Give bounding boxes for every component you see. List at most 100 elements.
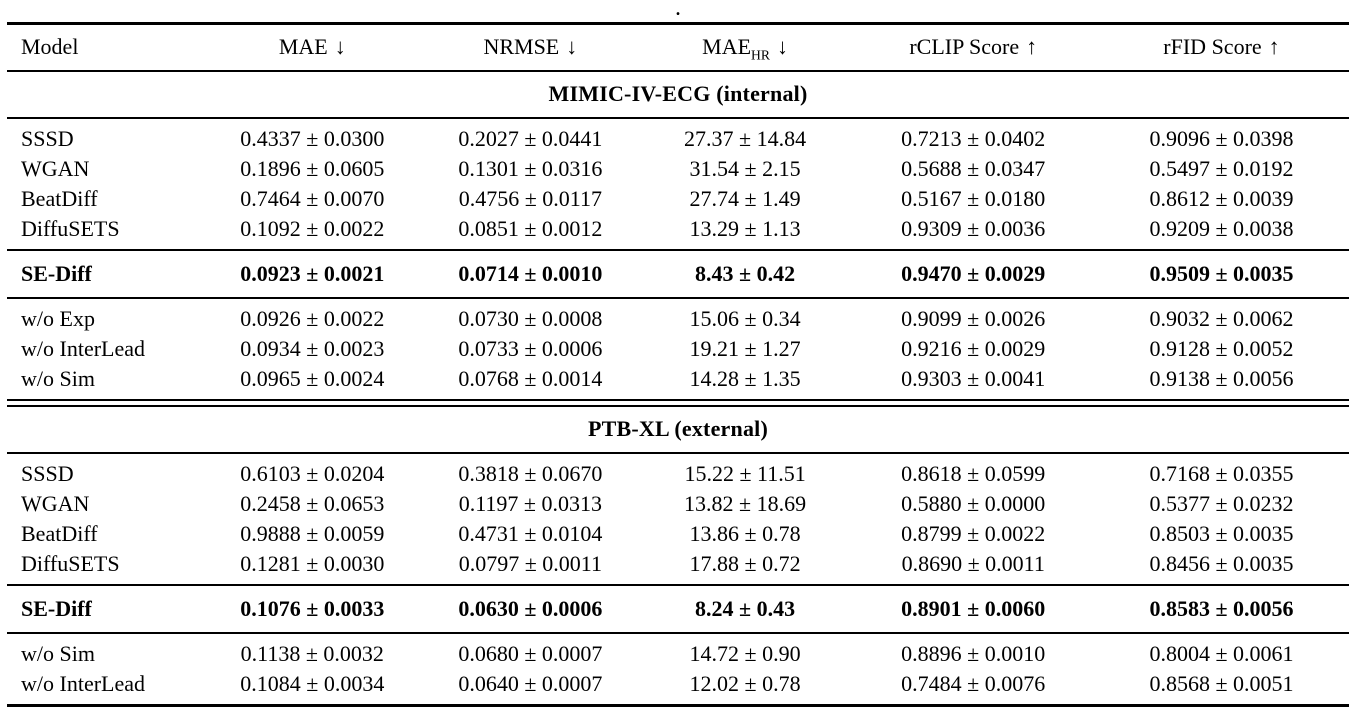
model-cell: BeatDiff [21, 521, 98, 546]
header-row: Model MAE ↓ NRMSE ↓ MAEHR ↓ rCLIP Score ↑ rF… [7, 23, 1349, 72]
rfid-cell: 0.9209 ± 0.0038 [1149, 216, 1294, 241]
row-mimic-diffusets: DiffuSETS 0.1092 ± 0.0022 0.0851 ± 0.001… [7, 214, 1349, 250]
rclip-cell: 0.9303 ± 0.0041 [901, 366, 1046, 391]
nrmse-cell: 0.0680 ± 0.0007 [458, 641, 603, 666]
model-cell: SE-Diff [7, 249, 202, 299]
mae-cell: 0.1281 ± 0.0030 [240, 551, 385, 576]
nrmse-cell: 0.0630 ± 0.0006 [423, 584, 638, 634]
rfid-cell: 0.5377 ± 0.0232 [1149, 491, 1294, 516]
nrmse-header-label: NRMSE [483, 34, 560, 59]
rclip-cell: 0.5688 ± 0.0347 [901, 156, 1046, 181]
row-ptbxl-wo-interlead: w/o InterLead 0.1084 ± 0.0034 0.0640 ± 0… [7, 669, 1349, 706]
nrmse-cell: 0.1197 ± 0.0313 [458, 491, 602, 516]
nrmse-cell: 0.4756 ± 0.0117 [458, 186, 602, 211]
nrmse-cell: 0.0733 ± 0.0006 [458, 336, 603, 361]
rfid-cell: 0.8004 ± 0.0061 [1149, 641, 1294, 666]
rclip-cell: 0.7484 ± 0.0076 [901, 671, 1046, 696]
rfid-cell: 0.8612 ± 0.0039 [1149, 186, 1294, 211]
rclip-cell: 0.8618 ± 0.0599 [901, 461, 1046, 486]
rfid-cell: 0.9509 ± 0.0035 [1093, 249, 1349, 299]
down-arrow-icon: ↓ [334, 34, 346, 59]
row-mimic-wo-interlead: w/o InterLead 0.0934 ± 0.0023 0.0733 ± 0… [7, 334, 1349, 364]
down-arrow-icon: ↓ [776, 34, 788, 59]
rclip-cell: 0.5880 ± 0.0000 [901, 491, 1046, 516]
mae-hr-cell: 8.24 ± 0.43 [637, 584, 853, 634]
mae-cell: 0.7464 ± 0.0070 [240, 186, 385, 211]
mae-cell: 0.4337 ± 0.0300 [240, 126, 385, 151]
rfid-cell: 0.8568 ± 0.0051 [1149, 671, 1294, 696]
nrmse-cell: 0.0714 ± 0.0010 [423, 249, 638, 299]
mae-hr-cell: 19.21 ± 1.27 [689, 336, 801, 361]
rfid-cell: 0.8456 ± 0.0035 [1149, 551, 1294, 576]
nrmse-cell: 0.1301 ± 0.0316 [458, 156, 603, 181]
mae-cell: 0.0923 ± 0.0021 [201, 249, 423, 299]
col-header-mae: MAE ↓ [201, 23, 423, 72]
mae-cell: 0.0926 ± 0.0022 [240, 306, 385, 331]
mae-cell: 0.0965 ± 0.0024 [240, 366, 385, 391]
mae-hr-cell: 31.54 ± 2.15 [689, 156, 801, 181]
rclip-cell: 0.8799 ± 0.0022 [901, 521, 1046, 546]
row-ptbxl-wgan: WGAN 0.2458 ± 0.0653 0.1197 ± 0.0313 13.… [7, 489, 1349, 519]
mae-hr-cell: 27.74 ± 1.49 [689, 186, 801, 211]
results-table: Model MAE ↓ NRMSE ↓ MAEHR ↓ rCLIP Score ↑ rF… [7, 22, 1349, 707]
rfid-cell: 0.7168 ± 0.0355 [1149, 461, 1294, 486]
mae-hr-cell: 14.28 ± 1.35 [689, 366, 801, 391]
model-cell: BeatDiff [21, 186, 98, 211]
col-header-rclip: rCLIP Score ↑ [852, 23, 1094, 72]
model-cell: DiffuSETS [21, 551, 120, 576]
mae-hr-subscript: HR [751, 47, 770, 63]
row-mimic-sediff: SE-Diff 0.0923 ± 0.0021 0.0714 ± 0.0010 … [7, 249, 1349, 299]
mae-cell: 0.1896 ± 0.0605 [240, 156, 385, 181]
row-ptbxl-beatdiff: BeatDiff 0.9888 ± 0.0059 0.4731 ± 0.0104… [7, 519, 1349, 549]
rclip-cell: 0.8896 ± 0.0010 [901, 641, 1046, 666]
col-header-rfid: rFID Score ↑ [1093, 23, 1349, 72]
section-title-text: MIMIC-IV-ECG (internal) [7, 71, 1349, 119]
row-ptbxl-wo-sim: w/o Sim 0.1138 ± 0.0032 0.0680 ± 0.0007 … [7, 633, 1349, 669]
row-ptbxl-diffusets: DiffuSETS 0.1281 ± 0.0030 0.0797 ± 0.001… [7, 549, 1349, 585]
model-cell: w/o InterLead [21, 336, 145, 361]
nrmse-cell: 0.2027 ± 0.0441 [458, 126, 603, 151]
nrmse-cell: 0.0768 ± 0.0014 [458, 366, 603, 391]
col-header-mae-hr: MAEHR ↓ [637, 23, 853, 72]
model-cell: WGAN [21, 156, 90, 181]
row-mimic-wo-sim: w/o Sim 0.0965 ± 0.0024 0.0768 ± 0.0014 … [7, 364, 1349, 400]
row-mimic-wo-exp: w/o Exp 0.0926 ± 0.0022 0.0730 ± 0.0008 … [7, 298, 1349, 334]
model-cell: SSSD [21, 126, 74, 151]
col-header-nrmse: NRMSE ↓ [423, 23, 638, 72]
mae-hr-cell: 12.02 ± 0.78 [689, 671, 801, 696]
mae-hr-cell: 14.72 ± 0.90 [689, 641, 801, 666]
section-header-ptbxl: PTB-XL (external) [7, 406, 1349, 454]
mae-hr-cell: 8.43 ± 0.42 [637, 249, 853, 299]
section-title-text: PTB-XL (external) [7, 406, 1349, 454]
rclip-cell: 0.9099 ± 0.0026 [901, 306, 1046, 331]
rfid-cell: 0.9138 ± 0.0056 [1149, 366, 1294, 391]
caption-period: . [675, 0, 681, 21]
rclip-cell: 0.8690 ± 0.0011 [901, 551, 1045, 576]
mae-cell: 0.1138 ± 0.0032 [240, 641, 384, 666]
mae-header-label: MAE [278, 34, 328, 59]
mae-hr-cell: 27.37 ± 14.84 [684, 126, 807, 151]
rfid-cell: 0.8583 ± 0.0056 [1093, 584, 1349, 634]
row-mimic-wgan: WGAN 0.1896 ± 0.0605 0.1301 ± 0.0316 31.… [7, 154, 1349, 184]
model-cell: WGAN [21, 491, 90, 516]
mae-cell: 0.2458 ± 0.0653 [240, 491, 385, 516]
rclip-cell: 0.5167 ± 0.0180 [901, 186, 1046, 211]
rfid-cell: 0.5497 ± 0.0192 [1149, 156, 1294, 181]
mae-hr-cell: 13.82 ± 18.69 [684, 491, 807, 516]
nrmse-cell: 0.0640 ± 0.0007 [458, 671, 603, 696]
rclip-header-label: rCLIP Score [909, 34, 1020, 59]
rfid-cell: 0.9032 ± 0.0062 [1149, 306, 1294, 331]
rclip-cell: 0.7213 ± 0.0402 [901, 126, 1046, 151]
model-cell: DiffuSETS [21, 216, 120, 241]
table-header: Model MAE ↓ NRMSE ↓ MAEHR ↓ rCLIP Score ↑ rF… [7, 23, 1349, 72]
model-header-label: Model [21, 34, 79, 59]
section-ptbxl: PTB-XL (external) SSSD 0.6103 ± 0.0204 0… [7, 406, 1349, 706]
nrmse-cell: 0.4731 ± 0.0104 [458, 521, 603, 546]
mae-hr-cell: 13.86 ± 0.78 [689, 521, 801, 546]
mae-hr-cell: 13.29 ± 1.13 [689, 216, 801, 241]
nrmse-cell: 0.0797 ± 0.0011 [458, 551, 602, 576]
mae-cell: 0.0934 ± 0.0023 [240, 336, 385, 361]
row-mimic-sssd: SSSD 0.4337 ± 0.0300 0.2027 ± 0.0441 27.… [7, 118, 1349, 154]
model-cell: SE-Diff [7, 584, 202, 634]
